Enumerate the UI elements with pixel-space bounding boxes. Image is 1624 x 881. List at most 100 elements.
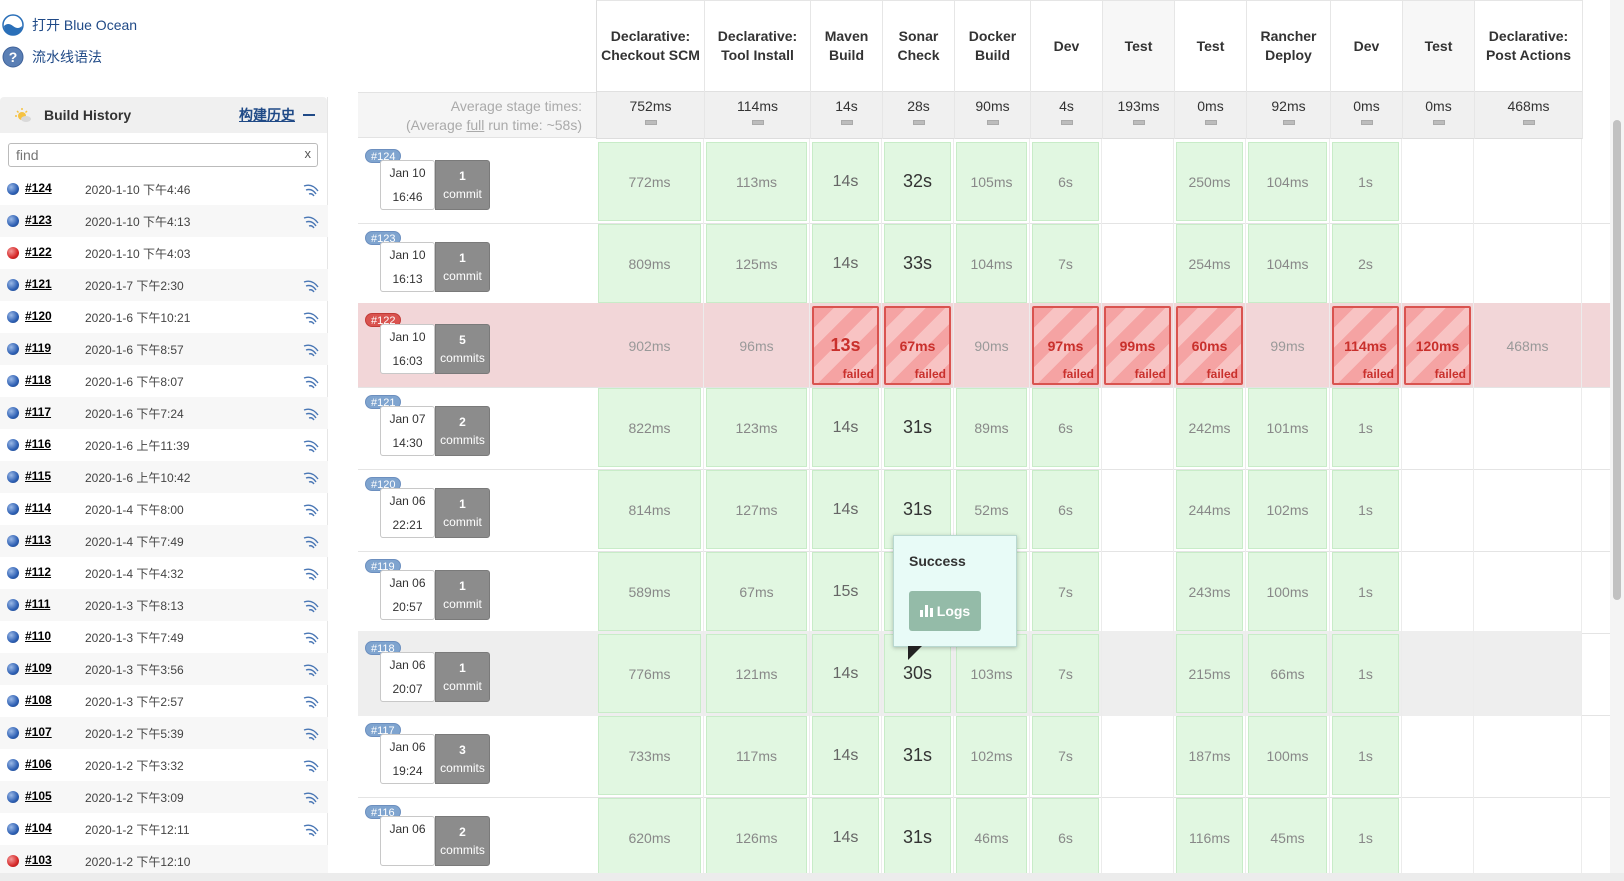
build-number-link[interactable]: #119 [25, 341, 52, 355]
run-commits-button[interactable]: 1 commit [435, 488, 490, 538]
console-output-icon[interactable] [302, 565, 320, 581]
stage-cell-success[interactable]: 30s [882, 631, 954, 716]
console-output-icon[interactable] [302, 821, 320, 837]
stage-cell-success[interactable]: 244ms [1174, 467, 1246, 552]
build-number-link[interactable]: #118 [25, 373, 52, 387]
stage-cell-success[interactable]: 15s [810, 549, 882, 634]
stage-cell-success[interactable]: 117ms [704, 713, 810, 798]
logs-button[interactable]: Logs [909, 591, 981, 631]
stage-cell-success[interactable]: 113ms [704, 139, 810, 224]
stage-cell-success[interactable]: 102ms [954, 713, 1030, 798]
stage-cell-success[interactable]: 14s [810, 385, 882, 470]
stage-cell-success[interactable]: 1s [1330, 713, 1402, 798]
stage-cell-failed[interactable]: 13s failed [810, 303, 882, 388]
console-output-icon[interactable] [302, 309, 320, 325]
console-output-icon[interactable] [302, 341, 320, 357]
stage-cell-success[interactable]: 776ms [596, 631, 704, 716]
stage-cell-failed[interactable]: 97ms failed [1030, 303, 1102, 388]
stage-cell-failed[interactable]: 114ms failed [1330, 303, 1402, 388]
console-output-icon[interactable] [302, 597, 320, 613]
stage-cell-success[interactable]: 104ms [1246, 139, 1330, 224]
console-output-icon[interactable] [302, 181, 320, 197]
console-output-icon[interactable] [302, 437, 320, 453]
build-number-link[interactable]: #113 [25, 533, 52, 547]
stage-cell-success[interactable]: 14s [810, 631, 882, 716]
blue-ocean-link[interactable]: 打开 Blue Ocean [2, 14, 137, 36]
stage-cell-success[interactable]: 45ms [1246, 795, 1330, 880]
stage-cell-failed[interactable]: 120ms failed [1402, 303, 1474, 388]
run-commits-button[interactable]: 1 commit [435, 242, 490, 292]
stage-cell-success[interactable]: 123ms [704, 385, 810, 470]
stage-cell-skipped[interactable]: 468ms [1474, 303, 1582, 388]
stage-cell-success[interactable]: 32s [882, 139, 954, 224]
stage-cell-success[interactable]: 7s [1030, 221, 1102, 306]
stage-cell-success[interactable]: 1s [1330, 385, 1402, 470]
build-number-link[interactable]: #104 [25, 821, 52, 835]
stage-cell-success[interactable]: 822ms [596, 385, 704, 470]
stage-cell-success[interactable]: 254ms [1174, 221, 1246, 306]
console-output-icon[interactable] [302, 213, 320, 229]
collapse-icon[interactable] [303, 114, 315, 116]
stage-cell-success[interactable]: 31s [882, 795, 954, 880]
stage-cell-failed[interactable]: 60ms failed [1174, 303, 1246, 388]
horizontal-scrollbar[interactable] [0, 873, 1624, 881]
stage-cell-success[interactable]: 121ms [704, 631, 810, 716]
stage-cell-success[interactable]: 1s [1330, 631, 1402, 716]
stage-cell-success[interactable]: 7s [1030, 713, 1102, 798]
build-number-link[interactable]: #123 [25, 213, 52, 227]
stage-cell-success[interactable]: 100ms [1246, 713, 1330, 798]
console-output-icon[interactable] [302, 533, 320, 549]
run-commits-button[interactable]: 2 commits [435, 406, 490, 456]
run-commits-button[interactable]: 1 commit [435, 160, 490, 210]
build-number-link[interactable]: #111 [25, 597, 51, 611]
stage-cell-success[interactable]: 102ms [1246, 467, 1330, 552]
stage-cell-success[interactable]: 187ms [1174, 713, 1246, 798]
stage-cell-success[interactable]: 809ms [596, 221, 704, 306]
stage-cell-skipped[interactable]: 90ms [954, 303, 1030, 388]
build-number-link[interactable]: #122 [25, 245, 52, 259]
build-number-link[interactable]: #107 [25, 725, 52, 739]
stage-cell-success[interactable]: 772ms [596, 139, 704, 224]
run-commits-button[interactable]: 5 commits [435, 324, 490, 374]
run-commits-button[interactable]: 1 commit [435, 570, 490, 620]
stage-cell-success[interactable]: 733ms [596, 713, 704, 798]
stage-cell-success[interactable]: 6s [1030, 795, 1102, 880]
build-number-link[interactable]: #115 [25, 469, 52, 483]
stage-cell-success[interactable]: 1s [1330, 549, 1402, 634]
stage-cell-success[interactable]: 66ms [1246, 631, 1330, 716]
build-number-link[interactable]: #106 [25, 757, 52, 771]
stage-cell-success[interactable]: 31s [882, 713, 954, 798]
stage-cell-success[interactable]: 7s [1030, 631, 1102, 716]
stage-cell-success[interactable]: 6s [1030, 385, 1102, 470]
build-number-link[interactable]: #105 [25, 789, 52, 803]
stage-cell-success[interactable]: 46ms [954, 795, 1030, 880]
stage-cell-success[interactable]: 14s [810, 221, 882, 306]
build-number-link[interactable]: #114 [25, 501, 52, 515]
stage-cell-success[interactable]: 100ms [1246, 549, 1330, 634]
stage-cell-success[interactable]: 31s [882, 385, 954, 470]
console-output-icon[interactable] [302, 789, 320, 805]
stage-cell-success[interactable]: 89ms [954, 385, 1030, 470]
stage-cell-success[interactable]: 1s [1330, 139, 1402, 224]
build-number-link[interactable]: #108 [25, 693, 52, 707]
stage-cell-success[interactable]: 6s [1030, 139, 1102, 224]
stage-cell-success[interactable]: 127ms [704, 467, 810, 552]
stage-cell-success[interactable]: 1s [1330, 795, 1402, 880]
console-output-icon[interactable] [302, 405, 320, 421]
stage-cell-success[interactable]: 1s [1330, 467, 1402, 552]
run-commits-button[interactable]: 2 commits [435, 816, 490, 866]
stage-cell-success[interactable]: 104ms [1246, 221, 1330, 306]
stage-cell-success[interactable]: 116ms [1174, 795, 1246, 880]
stage-cell-success[interactable]: 14s [810, 795, 882, 880]
stage-cell-success[interactable]: 14s [810, 139, 882, 224]
run-commits-button[interactable]: 3 commits [435, 734, 490, 784]
vertical-scrollbar[interactable] [1610, 0, 1624, 881]
console-output-icon[interactable] [302, 501, 320, 517]
stage-cell-failed[interactable]: 99ms failed [1102, 303, 1174, 388]
console-output-icon[interactable] [302, 629, 320, 645]
stage-cell-success[interactable]: 67ms [704, 549, 810, 634]
stage-cell-skipped[interactable]: 96ms [704, 303, 810, 388]
stage-cell-success[interactable]: 242ms [1174, 385, 1246, 470]
build-number-link[interactable]: #117 [25, 405, 52, 419]
stage-cell-success[interactable]: 7s [1030, 549, 1102, 634]
